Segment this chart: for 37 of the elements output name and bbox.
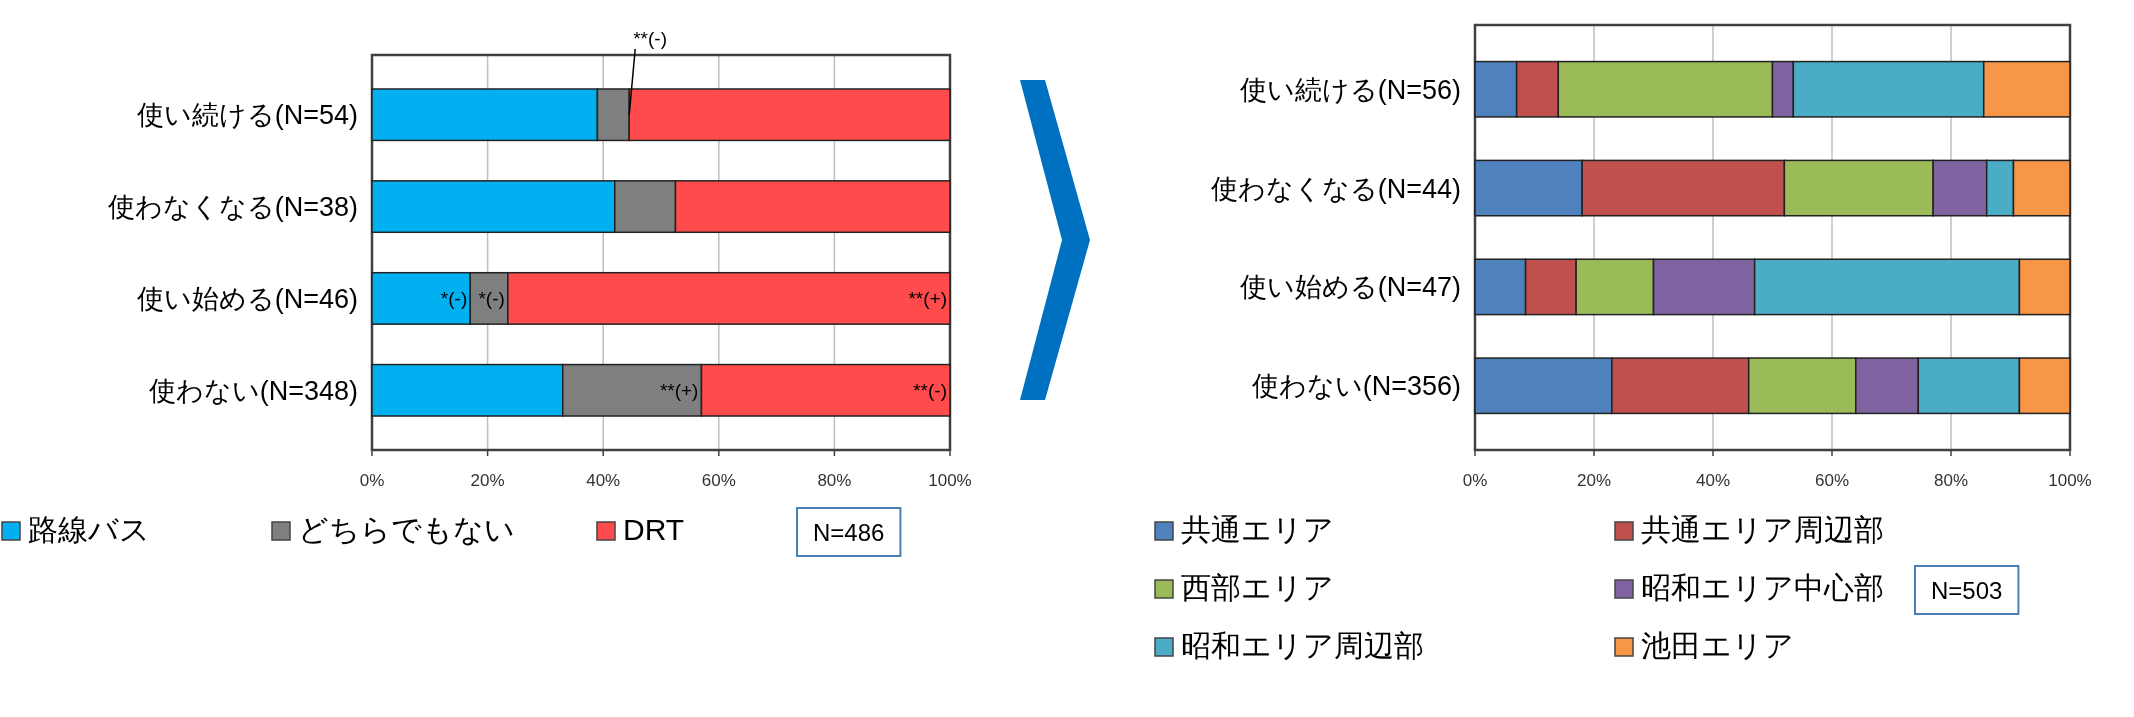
y-tick-label: 使い始める(N=47) (1239, 272, 1461, 303)
legend-label: 共通エリア周辺部 (1641, 513, 1884, 546)
y-tick-label: 使わなくなる(N=38) (107, 192, 358, 223)
legend-label: 昭和エリア周辺部 (1181, 629, 1424, 662)
x-tick-label: 60% (1814, 471, 1850, 490)
legend-label: 西部エリア (1181, 571, 1334, 604)
y-tick-label: 使わない(N=348) (148, 375, 358, 406)
x-tick-label: 100% (2048, 471, 2092, 490)
legend-label: 共通エリア (1181, 513, 1334, 546)
legend-label: 路線バス (28, 513, 150, 546)
annotation: *(-) (478, 288, 505, 310)
y-tick-label: 使い続ける(N=56) (1239, 74, 1461, 105)
x-tick-label: 80% (1933, 471, 1969, 490)
y-tick-label: 使い続ける(N=54) (136, 100, 358, 131)
x-tick-label: 80% (817, 471, 852, 490)
x-tick-label: 40% (1695, 471, 1731, 490)
legend-label: DRT (623, 513, 685, 546)
annotation: **(-) (913, 380, 947, 402)
text: N=503 (1931, 577, 2003, 604)
x-tick-label: 0% (1462, 471, 1488, 490)
x-tick-label: 100% (928, 471, 972, 490)
x-tick-label: 20% (470, 471, 505, 490)
annotation: **(-) (633, 28, 667, 49)
x-tick-label: 20% (1576, 471, 1612, 490)
x-tick-label: 0% (359, 471, 385, 490)
x-tick-label: 40% (586, 471, 621, 490)
y-tick-label: 使わなくなる(N=44) (1210, 173, 1461, 204)
text: N=486 (813, 519, 885, 546)
annotation: **(+) (659, 380, 699, 402)
legend-label: どちらでもない (298, 513, 515, 546)
annotation: *(-) (440, 288, 468, 310)
y-tick-label: 使い始める(N=46) (136, 283, 358, 314)
annotation: **(+) (908, 288, 947, 310)
y-tick-label: 使わない(N=356) (1251, 371, 1461, 402)
legend-label: 池田エリア (1641, 629, 1794, 662)
x-tick-label: 60% (701, 471, 736, 490)
legend-label: 昭和エリア中心部 (1641, 571, 1884, 604)
